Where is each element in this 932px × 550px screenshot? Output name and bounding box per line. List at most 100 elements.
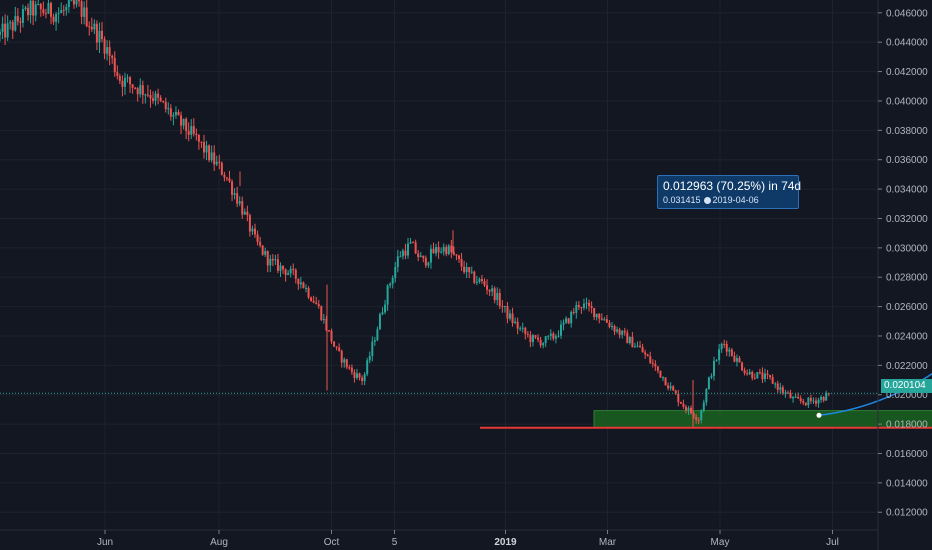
candle-body: [276, 259, 279, 271]
candle-body: [547, 335, 550, 337]
price-tick-label: 0.024000: [886, 331, 928, 342]
candle-body: [595, 313, 598, 318]
candle-body: [65, 7, 68, 11]
candle-body: [215, 161, 218, 165]
candle-body: [682, 403, 685, 407]
candle-body: [373, 340, 376, 342]
candle-body: [526, 333, 529, 335]
projection-start-point[interactable]: [816, 412, 822, 418]
candle-body: [781, 387, 784, 394]
support-zone-layer: [593, 410, 932, 429]
candle-body: [325, 318, 328, 331]
candle-body: [531, 335, 534, 343]
price-axis[interactable]: 0.046000 0.044000 0.042000 0.040000 0.038000…: [877, 0, 928, 550]
candle-body: [516, 321, 519, 329]
candle-body: [463, 266, 466, 273]
price-tick-label: 0.038000: [886, 126, 928, 137]
candle-body: [460, 258, 463, 267]
candle-body: [149, 95, 152, 99]
candle-body: [340, 350, 343, 363]
candle-body: [236, 193, 239, 204]
candle-body: [32, 0, 35, 16]
candle-body: [789, 392, 792, 399]
candle-body: [470, 271, 473, 273]
price-tick-label: 0.022000: [886, 361, 928, 372]
candle-body: [753, 377, 756, 379]
price-tick-label: 0.034000: [886, 185, 928, 196]
candle-body: [327, 330, 330, 332]
candle-body: [590, 306, 593, 308]
candle-body: [320, 306, 323, 320]
candle-body: [809, 397, 812, 401]
candle-body: [190, 126, 193, 135]
candle-body: [162, 100, 165, 103]
candle-body: [62, 10, 65, 12]
candle-body: [391, 277, 394, 284]
candle-body: [116, 72, 119, 77]
candle-body: [113, 58, 116, 73]
candle-body: [654, 363, 657, 367]
price-tick-label: 0.020000: [886, 390, 928, 401]
candle-body: [797, 396, 800, 399]
candle-body: [674, 390, 677, 394]
candle-body: [218, 161, 221, 163]
price-tick-label: 0.030000: [886, 243, 928, 254]
candle-body: [123, 77, 126, 87]
candle-body: [570, 311, 573, 324]
support-zone-rect[interactable]: [593, 410, 932, 429]
candle-body: [139, 85, 142, 95]
candle-body: [220, 162, 223, 175]
candle-body: [404, 250, 407, 256]
candle-body: [608, 322, 611, 327]
candle-body: [636, 345, 639, 347]
candle-body: [521, 327, 524, 329]
price-tick-label: 0.014000: [886, 478, 928, 489]
candle-body: [111, 55, 114, 59]
candle-body: [424, 258, 427, 266]
time-tick-label: Mar: [599, 537, 617, 548]
candle-body: [9, 22, 12, 24]
candle-body: [761, 372, 764, 380]
candle-body: [333, 341, 336, 347]
candle-body: [152, 98, 154, 101]
candle-body: [509, 313, 511, 319]
candle-body: [312, 301, 315, 303]
candle-body: [297, 278, 300, 285]
candle-body: [289, 268, 292, 274]
candle-body: [192, 126, 195, 134]
candle-body: [529, 334, 532, 343]
time-tick-label: 2019: [494, 537, 517, 548]
candle-body: [47, 3, 50, 14]
projection-curve[interactable]: [818, 233, 932, 417]
candle-body: [134, 87, 137, 89]
candle-body: [633, 346, 636, 348]
candle-body: [394, 266, 397, 278]
time-tick-label: 5: [392, 537, 398, 548]
candle-body: [491, 288, 494, 292]
candle-body: [746, 373, 749, 375]
candle-body: [458, 255, 460, 259]
candle-body: [157, 93, 160, 98]
candle-body: [582, 303, 585, 308]
candle-body: [784, 392, 787, 394]
candle-body: [560, 324, 562, 336]
candle-body: [307, 287, 310, 298]
candle-body: [85, 7, 88, 27]
candle-body: [435, 246, 438, 254]
candle-body: [644, 352, 647, 355]
candle-body: [501, 306, 504, 308]
candle-body: [557, 335, 560, 337]
candle-body: [103, 39, 106, 54]
candle-body: [172, 115, 175, 117]
candle-body: [684, 406, 687, 411]
candle-body: [710, 375, 713, 378]
candle-body: [503, 305, 506, 307]
candle-body: [450, 245, 453, 253]
candle-body: [825, 392, 828, 401]
candle-body: [108, 47, 111, 56]
time-axis[interactable]: Jun Aug Oct 5 2019 Mar May Jul: [0, 529, 878, 548]
candle-body: [442, 246, 445, 252]
candle-body: [228, 178, 231, 182]
candle-body: [511, 313, 514, 323]
